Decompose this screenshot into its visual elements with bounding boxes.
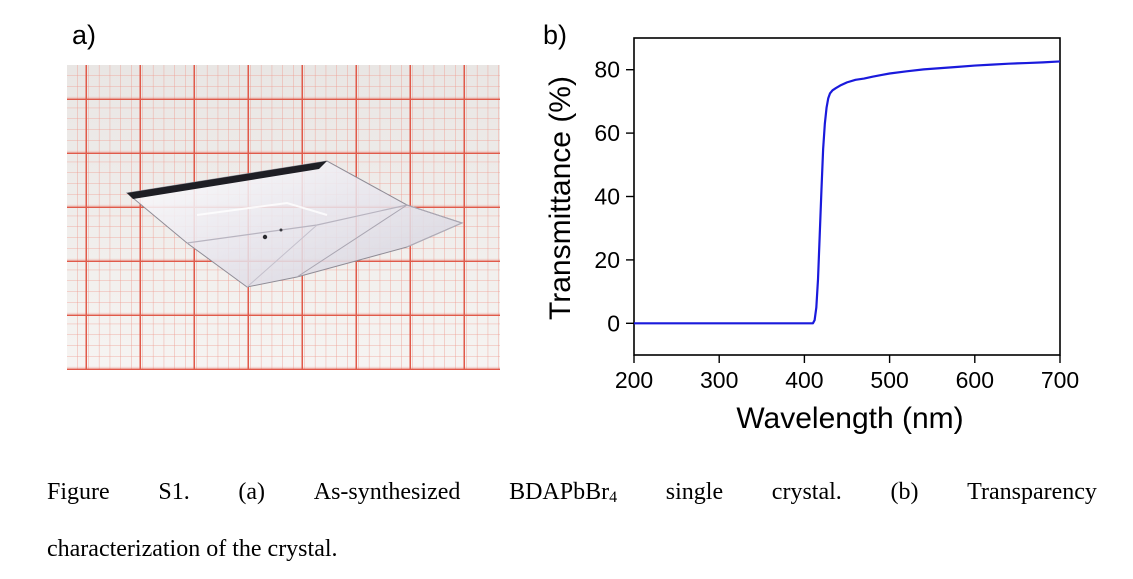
x-tick-label: 600: [956, 367, 994, 393]
y-tick-label: 0: [607, 310, 620, 336]
y-tick-label: 80: [594, 57, 620, 83]
crystal-photo: [67, 65, 500, 370]
compound-formula: BDAPbBr4: [509, 479, 618, 506]
y-axis-label: Transmittance (%): [544, 76, 577, 320]
caption-word: (a): [238, 479, 266, 505]
x-tick-label: 200: [615, 367, 653, 393]
x-tick-label: 700: [1041, 367, 1079, 393]
caption-word: crystal.: [771, 479, 842, 505]
caption-word: single: [665, 479, 724, 505]
caption-word: As-synthesized: [313, 479, 461, 505]
x-tick-label: 500: [870, 367, 908, 393]
y-tick-label: 60: [594, 120, 620, 146]
figure-caption-line2: characterization of the crystal.: [47, 536, 338, 562]
panel-a-label: a): [72, 20, 97, 50]
x-tick-label: 300: [700, 367, 738, 393]
caption-word: Figure: [47, 479, 110, 505]
panel-b-label: b): [543, 20, 568, 50]
transmittance-chart: 200 300 400 500 600 700 0 20 40 60 80 Wavelength …: [544, 37, 1079, 435]
figure-caption-line1: Figure S1. (a) As-synthesized BDAPbBr4 s…: [47, 479, 1097, 506]
crystal-dark-edge: [127, 161, 327, 199]
transmittance-series-line: [634, 60, 1061, 325]
crystal: [125, 160, 464, 288]
y-tick-label: 40: [594, 184, 620, 210]
plot-frame: [633, 37, 1061, 356]
caption-word: Transparency: [967, 479, 1097, 505]
caption-word: S1.: [158, 479, 190, 505]
y-tick-label: 20: [594, 247, 620, 273]
x-tick-label: 400: [785, 367, 823, 393]
x-axis-label: Wavelength (nm): [736, 402, 963, 435]
caption-word: (b): [890, 479, 919, 505]
